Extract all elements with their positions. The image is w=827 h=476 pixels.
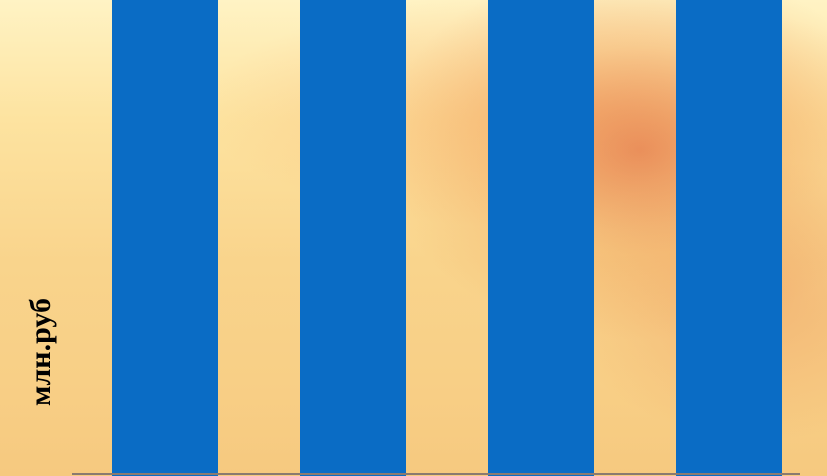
bar-4 <box>676 0 782 476</box>
bar-1 <box>112 0 218 476</box>
bar-3 <box>488 0 594 476</box>
y-axis-unit-label: млн.руб <box>24 298 57 406</box>
bars-layer <box>112 0 782 476</box>
bar-2 <box>300 0 406 476</box>
